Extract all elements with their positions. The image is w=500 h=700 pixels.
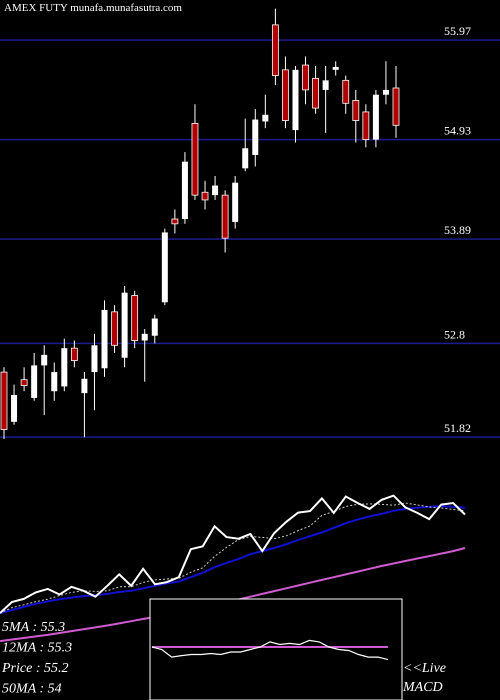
candle-body [81,378,88,394]
candle-body [252,119,259,155]
candle-body [111,311,118,346]
candle-body [131,295,139,341]
ma-line [0,505,466,615]
candle-body [191,122,199,196]
candle-body [282,69,289,121]
candle-body [141,333,148,341]
y-tick-label: 54.93 [444,124,471,138]
candle-body [0,371,8,430]
candle-body [20,379,28,386]
candle-body [101,309,108,369]
y-tick-label: 52.8 [444,327,465,341]
candle-body [161,232,168,303]
y-tick-label: 55.97 [444,24,471,38]
legend-label: 12MA : 55.3 [2,641,72,656]
candle-body [171,218,179,225]
macd-line [151,639,389,661]
candle-body [312,78,319,109]
legend-label: 5MA : 55.3 [2,620,65,635]
candle-body [332,66,339,70]
ma-line [0,494,466,614]
candle-body [302,64,309,91]
candle-body [11,395,18,422]
candle-body [262,114,269,122]
candle-body [31,365,38,398]
candle-body [392,87,400,126]
candle-body [271,24,279,76]
candle-body [242,148,249,169]
candle-body [41,354,48,366]
candle-body [322,80,329,90]
candle-body [372,94,379,140]
legend-label: Price : 55.2 [1,661,68,676]
chart-title: AMEX FUTY munafa.munafasutra.com [4,2,182,14]
candle-body [382,89,389,95]
candle-body [121,292,128,358]
macd-label: MACD [402,680,443,695]
candle-body [51,372,58,392]
candle-body [91,345,98,373]
candle-body [342,79,350,104]
candle-body [151,318,158,336]
y-tick-label: 51.82 [444,421,471,435]
candle-body [181,161,188,220]
candle-body [70,347,78,362]
candle-body [352,100,360,121]
candle-body [61,348,68,387]
macd-panel [149,598,403,700]
ma-line [0,502,466,614]
candle-body [292,69,299,131]
candle-body [221,194,229,239]
candle-body [362,111,370,141]
live-label: <<Live [403,661,446,676]
candle-body [201,191,209,201]
legend-label: 50MA : 54 [2,682,62,697]
y-tick-label: 53.89 [444,223,471,237]
candle-body [212,185,219,196]
candle-body [232,182,239,222]
